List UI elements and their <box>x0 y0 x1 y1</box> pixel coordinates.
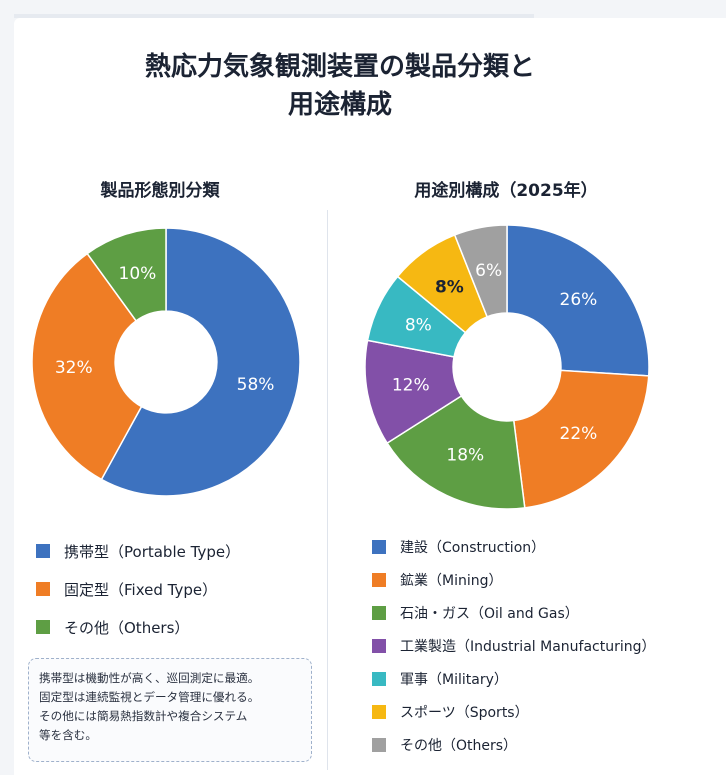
legend-item: 建設（Construction） <box>372 530 656 563</box>
legend-swatch <box>372 572 386 587</box>
legend-swatch <box>372 638 386 653</box>
legend-label: 鉱業（Mining） <box>400 572 503 589</box>
slice-data-label: 10% <box>119 264 157 284</box>
application-legend: 建設（Construction） 鉱業（Mining） 石油・ガス（Oil and … <box>372 530 656 761</box>
legend-item: 石油・ガス（Oil and Gas） <box>372 596 656 629</box>
donut-slice <box>31 252 143 481</box>
legend-swatch <box>372 605 386 620</box>
note-line: 携帯型は機動性が高く、巡回測定に最適。 <box>39 671 260 685</box>
legend-swatch <box>372 737 386 752</box>
legend-label: その他（Others） <box>400 737 518 754</box>
legend-label: 建設（Construction） <box>400 539 546 556</box>
slice-data-label: 6% <box>475 261 502 281</box>
title-line-2: 用途構成 <box>287 90 392 120</box>
legend-item: その他（Others） <box>36 608 240 646</box>
slice-data-label: 22% <box>560 424 598 444</box>
legend-swatch <box>36 582 50 596</box>
slice-data-label: 26% <box>560 290 598 310</box>
legend-item: 鉱業（Mining） <box>372 563 656 596</box>
note-line: 固定型は連続監視とデータ管理に優れる。 <box>39 690 260 704</box>
legend-swatch <box>372 704 386 719</box>
legend-item: 固定型（Fixed Type） <box>36 570 240 608</box>
legend-swatch <box>372 671 386 686</box>
note-line: その他には簡易熱指数計や複合システム <box>39 709 248 723</box>
legend-item: 携帯型（Portable Type） <box>36 532 240 570</box>
legend-item: スポーツ（Sports） <box>372 695 656 728</box>
slice-data-label: 18% <box>446 446 484 466</box>
application-chart-title: 用途別構成（2025年） <box>414 181 598 201</box>
slice-data-label: 8% <box>435 278 464 298</box>
slice-data-label: 58% <box>237 375 275 395</box>
legend-label: 携帯型（Portable Type） <box>64 542 241 561</box>
note-box: 携帯型は機動性が高く、巡回測定に最適。 固定型は連続監視とデータ管理に優れる。 … <box>28 658 312 762</box>
donut-slice <box>453 224 508 318</box>
product-type-legend: 携帯型（Portable Type） 固定型（Fixed Type） その他（Oth… <box>36 532 240 646</box>
legend-swatch <box>372 539 386 554</box>
donut-slice <box>86 227 167 322</box>
legend-label: 工業製造（Industrial Manufacturing） <box>400 638 656 655</box>
legend-swatch <box>36 620 50 634</box>
product-type-donut-chart: 58% 32% 10% <box>31 227 301 497</box>
column-divider <box>327 210 328 770</box>
page-title: 熱応力気象観測装置の製品分類と 用途構成 <box>40 48 640 124</box>
note-line: 等を含む。 <box>39 728 97 742</box>
slice-data-label: 8% <box>405 315 432 335</box>
donut-slice <box>506 224 650 377</box>
product-type-chart-title: 製品形態別分類 <box>100 181 220 201</box>
legend-item: その他（Others） <box>372 728 656 761</box>
donut-slice <box>386 394 526 510</box>
slice-data-label: 32% <box>55 358 93 378</box>
legend-swatch <box>36 544 50 558</box>
slice-data-label: 12% <box>392 375 430 395</box>
legend-label: 石油・ガス（Oil and Gas） <box>400 605 579 622</box>
legend-item: 工業製造（Industrial Manufacturing） <box>372 629 656 662</box>
top-border <box>14 14 534 18</box>
donut-slice <box>512 369 650 509</box>
application-donut-chart: 26% 22% 18% 12% 8%8% 6% <box>364 224 650 510</box>
legend-label: その他（Others） <box>64 618 190 637</box>
legend-label: スポーツ（Sports） <box>400 704 529 721</box>
donut-slice <box>100 227 301 497</box>
title-line-1: 熱応力気象観測装置の製品分類と <box>144 52 535 82</box>
legend-item: 軍事（Military） <box>372 662 656 695</box>
legend-label: 固定型（Fixed Type） <box>64 580 218 599</box>
legend-label: 軍事（Military） <box>400 671 508 688</box>
